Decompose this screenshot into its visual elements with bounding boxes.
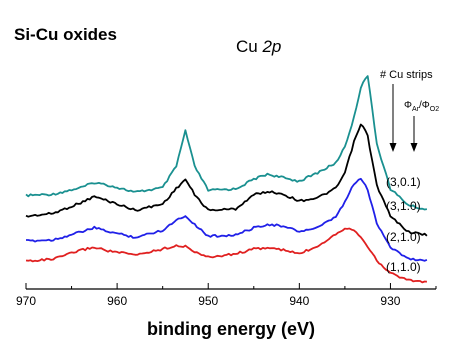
x-axis-label: binding energy (eV) [147,319,315,339]
series-layer [25,75,428,284]
series-label-4: (1,1.0) [386,260,421,274]
x-tick-label: 970 [16,294,36,308]
series-line-3 [26,177,428,262]
series-line-4 [25,227,427,284]
element-label: Cu 2p [236,37,281,56]
series-label-1: (3,0.1) [386,175,421,189]
x-tick-label: 960 [107,294,127,308]
series-line-2 [25,123,428,237]
chart-title: Si-Cu oxides [14,25,117,44]
legend-header-cu-strips: # Cu strips [380,69,433,81]
x-tick-label: 940 [289,294,309,308]
series-label-2: (3,1.0) [386,199,421,213]
series-label-3: (2,1.0) [386,230,421,244]
legend-arrow-cu-strips [389,84,397,152]
legend-header-flow-ratio: ΦAr/ΦO2 [404,100,439,113]
series-line-1 [25,75,428,211]
x-tick-label: 950 [198,294,218,308]
x-ticks: 970 960 950 940 930 [16,283,437,308]
legend-arrow-flow-ratio [410,116,418,152]
series-labels: (3,0.1) (3,1.0) (2,1.0) (1,1.0) [386,175,421,274]
x-tick-label: 930 [380,294,400,308]
